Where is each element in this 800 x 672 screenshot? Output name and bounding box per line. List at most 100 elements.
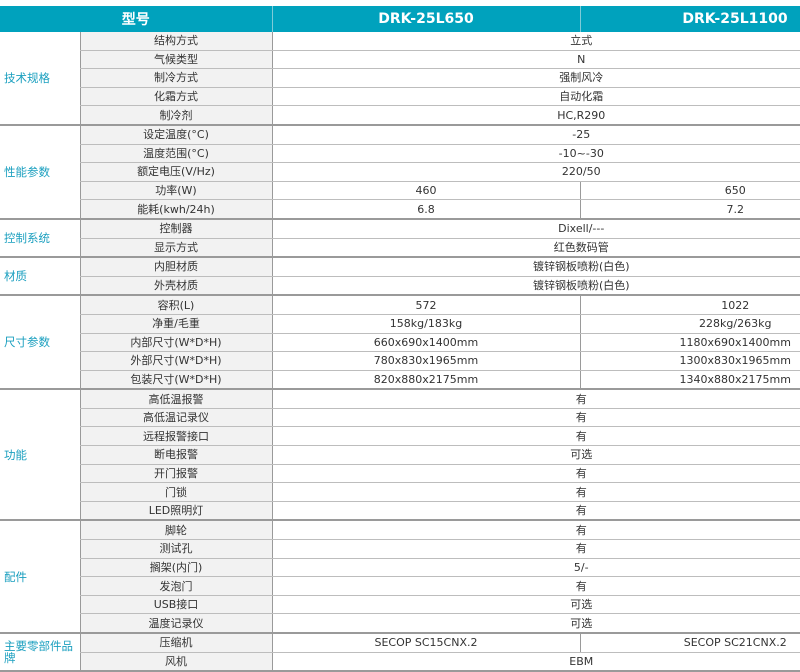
row-label: 结构方式 [79, 32, 272, 51]
row-value-shared: 可选 [271, 613, 800, 635]
table-row: 开门报警有 [0, 464, 800, 484]
table-row: 门锁有 [0, 482, 800, 502]
group-label: 尺寸参数 [0, 295, 80, 391]
table-row: 测试孔有 [0, 539, 800, 559]
table-row: 功能 高低温报警有 [0, 389, 800, 522]
model-name: DRK-25L1100 [580, 6, 800, 32]
row-value-shared: Dixell/--- [271, 218, 800, 239]
table-row: 温度记录仪 可选 [0, 613, 800, 635]
row-value: SECOP SC21CNX.2 [579, 633, 800, 653]
row-label: 制冷剂 [79, 105, 272, 126]
table-row: 外部尺寸(W*D*H) 780x830x1965mm 1300x830x1965mm [0, 351, 800, 371]
row-label: 搁架(内门) [79, 558, 272, 578]
row-label: 容积(L) [79, 295, 272, 315]
table-row: 化霜方式 自动化霜 [0, 87, 800, 107]
row-value-shared: 红色数码管 [271, 238, 800, 259]
row-label: LED照明灯 [79, 501, 272, 522]
row-value-shared: 有 [271, 464, 800, 484]
row-value: 1022 [579, 295, 800, 315]
row-value-shared: 5/- [271, 558, 800, 578]
row-label: 内部尺寸(W*D*H) [79, 333, 272, 353]
row-label: 高低温记录仪 [79, 408, 272, 428]
row-label: 化霜方式 [79, 87, 272, 107]
group-label: 配件 [0, 520, 80, 634]
row-value-shared: 有 [271, 389, 800, 409]
row-value: 780x830x1965mm [271, 351, 580, 371]
spec-table: 型号 DRK-25L650 DRK-25L1100 技术规格 结构方式 立式 气候类型… [0, 6, 800, 672]
table-row: 搁架(内门) 5/- [0, 558, 800, 578]
row-label: 压缩机 [79, 633, 272, 653]
row-value-shared: 有 [271, 501, 800, 522]
table-row: 发泡门有 [0, 576, 800, 596]
group-label: 主要零部件品牌 [0, 633, 80, 672]
model-header: 型号 [0, 6, 273, 32]
row-label: 高低温报警 [79, 389, 272, 409]
table-row: 断电报警 可选 [0, 445, 800, 465]
row-value-shared: 可选 [271, 445, 800, 465]
row-label: 脚轮 [79, 520, 272, 541]
row-label: 温度记录仪 [79, 613, 272, 635]
row-label: 制冷方式 [79, 68, 272, 88]
row-label: 包装尺寸(W*D*H) [79, 370, 272, 391]
row-value-shared: 立式 [271, 32, 800, 51]
row-label: 气候类型 [79, 50, 272, 70]
row-value: 1340x880x2175mm [579, 370, 800, 391]
row-value-shared: 220/50 [271, 162, 800, 182]
row-value: 650 [579, 181, 800, 201]
table-row: 制冷方式 强制风冷 [0, 68, 800, 88]
row-value: 7.2 [579, 199, 800, 220]
row-label: 设定温度(°C) [79, 124, 272, 145]
row-value: 6.8 [271, 199, 580, 220]
group-label: 性能参数 [0, 124, 80, 220]
row-value-shared: 有 [271, 539, 800, 559]
row-label: 断电报警 [79, 445, 272, 465]
row-value: 1300x830x1965mm [579, 351, 800, 371]
table-row: 材质 内胆材质 镀锌钢板喷粉(白色) [0, 257, 800, 297]
spec-table-container: 型号 DRK-25L650 DRK-25L1100 技术规格 结构方式 立式 气候类型… [0, 6, 800, 672]
table-row: 功率(W) 460 650 [0, 181, 800, 201]
row-value-shared: 强制风冷 [271, 68, 800, 88]
row-label: 测试孔 [79, 539, 272, 559]
row-value: 158kg/183kg [271, 314, 580, 334]
table-row: 控制系统 控制器 Dixell/--- [0, 218, 800, 259]
row-label: 内胆材质 [79, 257, 272, 277]
table-row: 尺寸参数 容积(L) 572 1022 [0, 295, 800, 391]
row-value: 460 [271, 181, 580, 201]
table-row: 主要零部件品牌 压缩机 SECOP SC15CNX.2 SECOP SC21CNX.2 [0, 633, 800, 672]
row-value-shared: 镀锌钢板喷粉(白色) [271, 276, 800, 297]
row-value-shared: 镀锌钢板喷粉(白色) [271, 257, 800, 277]
row-value: 228kg/263kg [579, 314, 800, 334]
row-value-shared: 有 [271, 482, 800, 502]
row-label: 能耗(kwh/24h) [79, 199, 272, 220]
row-label: 外部尺寸(W*D*H) [79, 351, 272, 371]
table-row: 远程报警接口有 [0, 426, 800, 447]
table-row: 能耗(kwh/24h) 6.8 7.2 [0, 199, 800, 220]
row-value-shared: -10~-30 [271, 144, 800, 164]
row-value-shared: HC,R290 [271, 105, 800, 126]
row-label: 控制器 [79, 218, 272, 239]
table-row: 额定电压(V/Hz) 220/50 [0, 162, 800, 182]
table-row: 气候类型 N [0, 50, 800, 70]
model-name: DRK-25L650 [272, 6, 581, 32]
row-value-shared: 有 [271, 426, 800, 447]
row-label: 远程报警接口 [79, 426, 272, 447]
row-label: 额定电压(V/Hz) [79, 162, 272, 182]
table-row: 制冷剂 HC,R290 [0, 105, 800, 126]
group-label: 控制系统 [0, 218, 80, 259]
row-value-shared: N [271, 50, 800, 70]
table-row: USB接口 可选 [0, 595, 800, 615]
table-row: 技术规格 结构方式 立式 [0, 32, 800, 126]
row-label: 外壳材质 [79, 276, 272, 297]
row-label: 功率(W) [79, 181, 272, 201]
row-value: 660x690x1400mm [271, 333, 580, 353]
row-value: 572 [271, 295, 580, 315]
row-label: USB接口 [79, 595, 272, 615]
table-row: 内部尺寸(W*D*H) 660x690x1400mm 1180x690x1400mm [0, 333, 800, 353]
group-label: 技术规格 [0, 32, 80, 126]
row-value: SECOP SC15CNX.2 [271, 633, 580, 653]
table-row: 风机 EBM [0, 652, 800, 672]
row-label: 发泡门 [79, 576, 272, 596]
table-row: 温度范围(°C) -10~-30 [0, 144, 800, 164]
row-label: 净重/毛重 [79, 314, 272, 334]
row-value-shared: EBM [271, 652, 800, 672]
